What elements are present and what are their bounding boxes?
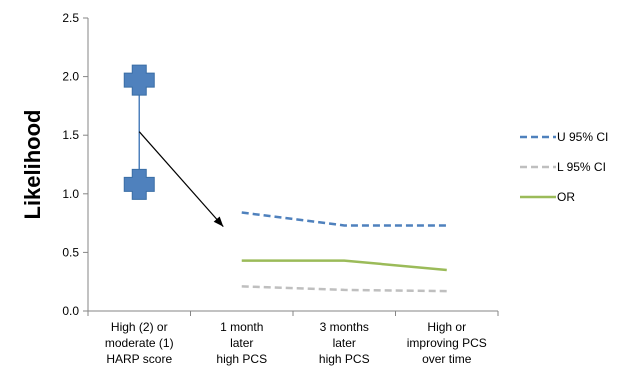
- harp-lower-marker: [123, 168, 155, 200]
- arrow-line: [138, 131, 224, 228]
- y-tick-label: 2.5: [62, 11, 79, 25]
- x-tick-label: moderate (1): [105, 336, 174, 350]
- y-axis-label: Likelihood: [20, 110, 45, 220]
- y-tick-label: 2.0: [62, 70, 79, 84]
- x-tick-label: HARP score: [106, 352, 172, 366]
- x-tick-label: later: [333, 336, 356, 350]
- annotation-arrow: [138, 131, 224, 228]
- series-line-or: [241, 259, 447, 272]
- legend-label: L 95% CI: [557, 160, 606, 174]
- x-tick-label: later: [230, 336, 253, 350]
- y-tick-label: 1.5: [62, 128, 79, 142]
- y-tick-label: 1.0: [62, 187, 79, 201]
- series-line-l-95-ci: [241, 285, 447, 293]
- arrow-head: [213, 216, 224, 227]
- legend-label: OR: [557, 190, 575, 204]
- x-tick-label: High or: [427, 320, 466, 334]
- legend: U 95% CI L 95% CI OR: [520, 130, 608, 204]
- x-tick-label: 3 months: [320, 320, 369, 334]
- x-tick-label: High (2) or: [111, 320, 168, 334]
- y-tick-label: 0.5: [62, 245, 79, 259]
- legend-label: U 95% CI: [557, 130, 608, 144]
- x-tick-label: high PCS: [319, 352, 370, 366]
- y-tick-label: 0.0: [62, 304, 79, 318]
- x-tick-label: improving PCS: [407, 336, 487, 350]
- axes: [83, 17, 499, 316]
- harp-upper-marker: [123, 64, 155, 96]
- x-tick-label: over time: [422, 352, 472, 366]
- x-tick-label: high PCS: [216, 352, 267, 366]
- series-line-u-95-ci: [241, 211, 447, 227]
- x-tick-label: 1 month: [220, 320, 263, 334]
- series-lines: [241, 211, 447, 293]
- x-tick-labels: High (2) or moderate (1) HARP score 1 month…: [105, 320, 487, 366]
- y-tick-labels: 0.0 0.5 1.0 1.5 2.0 2.5: [62, 11, 79, 318]
